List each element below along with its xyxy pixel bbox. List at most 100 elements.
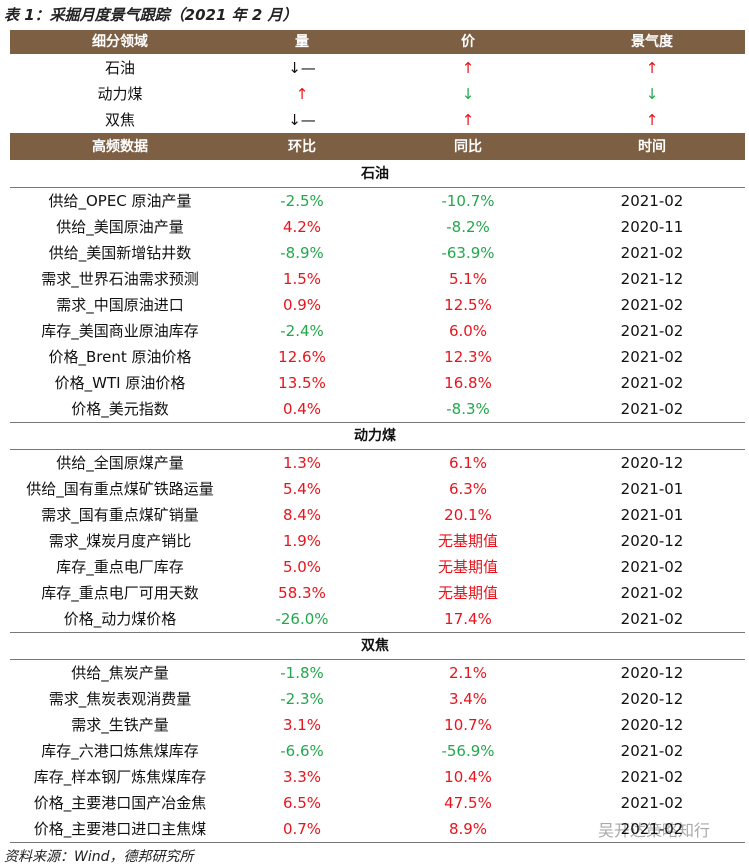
yoy-change: -63.9%: [441, 244, 495, 262]
date: 2021-02: [620, 244, 684, 262]
indicator: 供给_美国新增钻井数: [48, 244, 192, 262]
header-cell: 高频数据: [92, 139, 148, 155]
yoy-change: -8.2%: [446, 218, 490, 236]
header-cell: 时间: [638, 139, 666, 155]
date: 2020-12: [620, 690, 684, 708]
mom-change: 5.4%: [282, 480, 322, 498]
rule-line: [10, 842, 745, 843]
yoy-change: 6.3%: [448, 480, 488, 498]
indicator: 库存_样本钢厂炼焦煤库存: [33, 768, 207, 786]
indicator: 供给_焦炭产量: [71, 664, 169, 682]
yoy-change: 8.9%: [448, 820, 488, 838]
yoy-change: 20.1%: [444, 506, 492, 524]
yoy-change: 12.3%: [444, 348, 492, 366]
rule-line: [10, 449, 745, 450]
indicator: 供给_OPEC 原油产量: [48, 192, 192, 210]
date: 2020-12: [620, 664, 684, 682]
yoy-change: 5.1%: [448, 270, 488, 288]
indicator: 需求_煤炭月度产销比: [48, 532, 192, 550]
date: 2021-02: [620, 584, 684, 602]
date: 2021-02: [620, 348, 684, 366]
trend-arrow: ↓: [645, 85, 659, 103]
indicator: 需求_中国原油进口: [56, 296, 184, 314]
indicator: 库存_重点电厂可用天数: [41, 584, 199, 602]
indicator: 库存_美国商业原油库存: [41, 322, 199, 340]
yoy-change: 6.0%: [448, 322, 488, 340]
section-label: 双焦: [361, 638, 389, 654]
mom-change: -1.8%: [280, 664, 324, 682]
yoy-change: 16.8%: [444, 374, 492, 392]
indicator: 价格_Brent 原油价格: [48, 348, 192, 366]
mom-change: 4.2%: [282, 218, 322, 236]
date: 2021-02: [620, 610, 684, 628]
yoy-change: 10.4%: [444, 768, 492, 786]
trend-arrow: ↑: [645, 59, 659, 77]
section-label: 石油: [361, 166, 389, 182]
watermark: 吴开达策略知行: [598, 821, 711, 840]
header-cell: 同比: [454, 139, 482, 155]
indicator: 需求_国有重点煤矿销量: [41, 506, 199, 524]
mom-change: 13.5%: [278, 374, 326, 392]
mom-change: 1.3%: [282, 454, 322, 472]
mom-change: -2.5%: [280, 192, 324, 210]
date: 2021-02: [620, 322, 684, 340]
yoy-change: 3.4%: [448, 690, 488, 708]
mom-change: 12.6%: [278, 348, 326, 366]
mom-change: -6.6%: [280, 742, 324, 760]
trend-arrow: ↓—: [288, 59, 316, 77]
yoy-change: 2.1%: [448, 664, 488, 682]
date: 2021-01: [620, 506, 684, 524]
indicator: 库存_六港口炼焦煤库存: [41, 742, 199, 760]
date: 2020-12: [620, 716, 684, 734]
date: 2020-12: [620, 454, 684, 472]
rule-line: [10, 187, 745, 188]
yoy-change: -10.7%: [441, 192, 495, 210]
trend-arrow: ↓—: [288, 111, 316, 129]
date: 2021-12: [620, 270, 684, 288]
trend-arrow: ↑: [295, 85, 309, 103]
header-cell: 细分领域: [92, 34, 148, 50]
mom-change: 6.5%: [282, 794, 322, 812]
mom-change: 3.3%: [282, 768, 322, 786]
indicator: 价格_WTI 原油价格: [54, 374, 186, 392]
mom-change: -2.4%: [280, 322, 324, 340]
trend-arrow: ↑: [645, 111, 659, 129]
date: 2021-02: [620, 400, 684, 418]
date: 2021-02: [620, 192, 684, 210]
sector-name: 石油: [104, 59, 136, 77]
sector-name: 双焦: [104, 111, 136, 129]
yoy-change: -56.9%: [441, 742, 495, 760]
yoy-change: 无基期值: [437, 532, 499, 550]
mom-change: 1.9%: [282, 532, 322, 550]
table-title: 表 1：采掘月度景气跟踪（2021 年 2 月）: [4, 6, 298, 24]
rule-line: [10, 659, 745, 660]
source-note: 资料来源：Wind，德邦研究所: [4, 849, 194, 865]
mom-change: 0.9%: [282, 296, 322, 314]
date: 2021-02: [620, 794, 684, 812]
mom-change: 1.5%: [282, 270, 322, 288]
indicator: 需求_世界石油需求预测: [41, 270, 199, 288]
indicator: 需求_焦炭表观消费量: [48, 690, 192, 708]
date: 2020-11: [620, 218, 684, 236]
indicator: 价格_动力煤价格: [63, 610, 177, 628]
mom-change: 0.4%: [282, 400, 322, 418]
date: 2021-02: [620, 820, 684, 838]
header-band: [10, 133, 745, 160]
date: 2021-02: [620, 296, 684, 314]
mom-change: -8.9%: [280, 244, 324, 262]
header-band: [10, 30, 745, 54]
trend-arrow: ↑: [461, 111, 475, 129]
date: 2021-02: [620, 374, 684, 392]
date: 2021-02: [620, 768, 684, 786]
indicator: 供给_国有重点煤矿铁路运量: [26, 480, 214, 498]
yoy-change: 10.7%: [444, 716, 492, 734]
yoy-change: 17.4%: [444, 610, 492, 628]
date: 2021-01: [620, 480, 684, 498]
yoy-change: 6.1%: [448, 454, 488, 472]
header-cell: 量: [295, 34, 309, 50]
mom-change: 0.7%: [282, 820, 322, 838]
rule-line: [10, 422, 745, 423]
indicator: 供给_美国原油产量: [56, 218, 184, 236]
trend-arrow: ↑: [461, 59, 475, 77]
